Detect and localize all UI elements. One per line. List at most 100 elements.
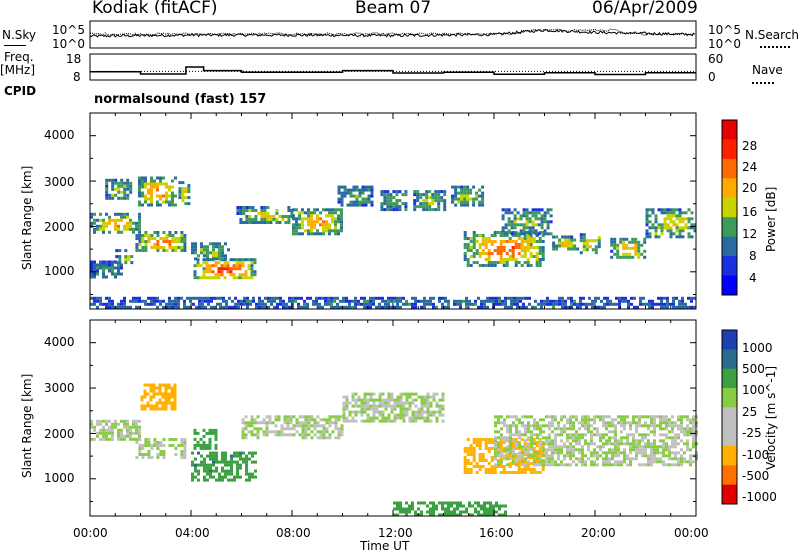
heatmap-cell (518, 457, 521, 461)
heatmap-cell (170, 389, 174, 393)
heatmap-cell (496, 249, 500, 252)
heatmap-cell (494, 454, 497, 458)
heatmap-cell (271, 421, 275, 425)
heatmap-cell (495, 501, 498, 505)
heatmap-cell (313, 433, 317, 437)
heatmap-cell (322, 436, 326, 440)
heatmap-cell (117, 428, 120, 432)
heatmap-cell (301, 226, 304, 230)
heatmap-cell (273, 299, 276, 303)
heatmap-cell (483, 513, 486, 517)
heatmap-cell (318, 305, 321, 309)
heatmap-cell (423, 416, 427, 420)
heatmap-cell (614, 436, 617, 440)
heatmap-cell (156, 296, 159, 300)
heatmap-cell (513, 232, 517, 236)
heatmap-cell (393, 296, 396, 300)
heatmap-cell (469, 237, 473, 240)
heatmap-cell (351, 419, 355, 423)
heatmap-cell (644, 454, 647, 458)
heatmap-cell (525, 211, 529, 215)
heatmap-cell (608, 451, 611, 455)
heatmap-cell (535, 264, 539, 267)
heatmap-cell (337, 197, 341, 201)
heatmap-cell (542, 448, 545, 452)
heatmap-cell (582, 236, 586, 240)
heatmap-cell (144, 243, 148, 246)
heatmap-cell (144, 197, 147, 201)
heatmap-cell (519, 217, 523, 221)
heatmap-cell (363, 401, 367, 405)
heatmap-cell (111, 302, 114, 306)
heatmap-cell (105, 305, 108, 309)
heatmap-cell (264, 305, 267, 309)
heatmap-cell (413, 202, 417, 206)
heatmap-cell (380, 193, 384, 197)
heatmap-cell (99, 419, 102, 423)
heatmap-cell (508, 249, 512, 252)
heatmap-cell (608, 448, 611, 452)
heatmap-cell (671, 430, 674, 434)
heatmap-cell (250, 430, 254, 434)
heatmap-cell (277, 418, 281, 422)
heatmap-cell (610, 249, 614, 253)
heatmap-cell (611, 454, 614, 458)
heatmap-cell (437, 208, 441, 212)
heatmap-cell (117, 218, 120, 222)
heatmap-cell (213, 305, 216, 309)
heatmap-cell (147, 203, 150, 207)
heatmap-cell (529, 237, 533, 240)
heatmap-cell (551, 448, 554, 452)
heatmap-cell (215, 469, 218, 473)
heatmap-cell (520, 471, 524, 474)
heatmap-cell (558, 296, 561, 300)
heatmap-cell (498, 296, 501, 300)
heatmap-cell (634, 249, 638, 253)
heatmap-cell (668, 448, 671, 452)
heatmap-cell (345, 398, 349, 402)
velocity-ytick-4000: 4000 (44, 335, 75, 349)
heatmap-cell (434, 193, 438, 197)
heatmap-cell (585, 305, 588, 309)
heatmap-cell (390, 404, 394, 408)
heatmap-cell (297, 305, 300, 309)
heatmap-cell (487, 471, 491, 474)
heatmap-cell (469, 264, 473, 267)
heatmap-cell (617, 448, 620, 452)
heatmap-cell (537, 302, 540, 306)
heatmap-cell (453, 501, 456, 505)
heatmap-cell (425, 196, 429, 200)
heatmap-cell (657, 226, 661, 230)
heatmap-cell (289, 433, 293, 437)
heatmap-cell (384, 398, 388, 402)
heatmap-cell (474, 302, 477, 306)
heatmap-cell (328, 415, 332, 419)
heatmap-cell (614, 433, 617, 437)
heatmap-cell (260, 212, 264, 215)
heatmap-cell (340, 220, 343, 224)
heatmap-cell (265, 427, 269, 431)
heatmap-cell (132, 419, 135, 423)
heatmap-cell (507, 229, 511, 233)
heatmap-cell (587, 424, 590, 428)
freq-label-line2: [MHz] (0, 63, 36, 77)
heatmap-cell (212, 475, 215, 479)
heatmap-cell (617, 442, 620, 446)
heatmap-cell (500, 451, 503, 455)
heatmap-cell (295, 229, 298, 233)
heatmap-cell (396, 507, 399, 511)
heatmap-cell (395, 199, 399, 203)
heatmap-cell (174, 453, 178, 456)
heatmap-cell (250, 270, 254, 274)
heatmap-cell (536, 463, 539, 467)
heatmap-cell (521, 433, 524, 437)
heatmap-cell (668, 436, 671, 440)
heatmap-cell (540, 220, 544, 224)
heatmap-cell (191, 245, 194, 249)
heatmap-cell (141, 234, 145, 237)
heatmap-cell (138, 224, 141, 228)
heatmap-cell (263, 209, 267, 212)
heatmap-cell (366, 392, 370, 396)
heatmap-cell (301, 232, 304, 236)
heatmap-cell (641, 439, 644, 443)
